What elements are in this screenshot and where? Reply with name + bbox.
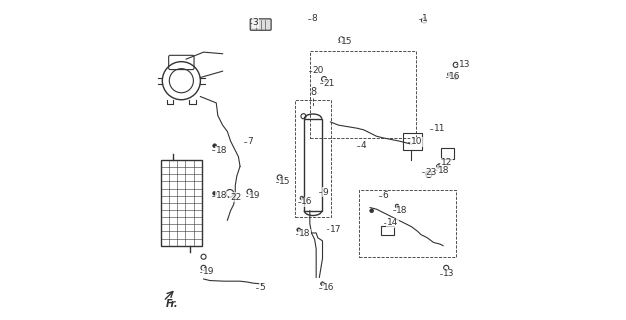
Text: 7: 7 <box>247 137 253 146</box>
Circle shape <box>297 228 300 232</box>
Circle shape <box>436 164 440 168</box>
Bar <box>359 190 456 257</box>
Text: 18: 18 <box>438 166 449 175</box>
Text: 15: 15 <box>341 37 352 46</box>
Text: 22: 22 <box>230 193 241 202</box>
Text: 4: 4 <box>361 141 366 150</box>
Bar <box>310 51 416 138</box>
Text: 13: 13 <box>443 269 454 278</box>
Text: 23: 23 <box>425 168 436 177</box>
Text: 9: 9 <box>322 188 328 197</box>
Circle shape <box>300 196 304 200</box>
Text: 6: 6 <box>382 191 388 200</box>
Circle shape <box>213 191 217 195</box>
Circle shape <box>213 144 217 148</box>
Circle shape <box>321 282 324 286</box>
Circle shape <box>370 209 374 213</box>
Text: 20: 20 <box>312 66 324 75</box>
Circle shape <box>395 204 399 208</box>
Text: 21: 21 <box>324 79 335 88</box>
Text: 18: 18 <box>396 206 408 215</box>
Text: 19: 19 <box>203 267 215 276</box>
Text: 10: 10 <box>411 137 422 146</box>
Bar <box>381 226 394 235</box>
Circle shape <box>448 72 451 76</box>
Text: 16: 16 <box>301 197 313 206</box>
Bar <box>304 119 322 211</box>
Text: 19: 19 <box>249 191 260 200</box>
Text: 16: 16 <box>322 283 334 292</box>
Text: 5: 5 <box>259 283 265 292</box>
Text: 8: 8 <box>311 14 317 23</box>
Bar <box>295 100 331 217</box>
Text: 12: 12 <box>441 158 452 167</box>
Text: 18: 18 <box>299 229 310 238</box>
Text: 8: 8 <box>310 87 316 97</box>
Text: 16: 16 <box>449 72 460 81</box>
Text: 18: 18 <box>215 191 227 200</box>
Text: 13: 13 <box>459 60 470 69</box>
Text: 3: 3 <box>253 19 259 28</box>
Text: 14: 14 <box>387 218 398 227</box>
Bar <box>403 133 423 150</box>
Text: 11: 11 <box>434 124 445 133</box>
Bar <box>161 160 202 246</box>
FancyBboxPatch shape <box>250 19 271 30</box>
Text: 18: 18 <box>215 146 227 155</box>
Text: Fr.: Fr. <box>166 299 178 309</box>
Bar <box>441 148 454 159</box>
Text: 1: 1 <box>423 14 428 23</box>
Text: 17: 17 <box>330 225 341 234</box>
Text: 15: 15 <box>279 177 290 186</box>
Circle shape <box>454 76 458 79</box>
